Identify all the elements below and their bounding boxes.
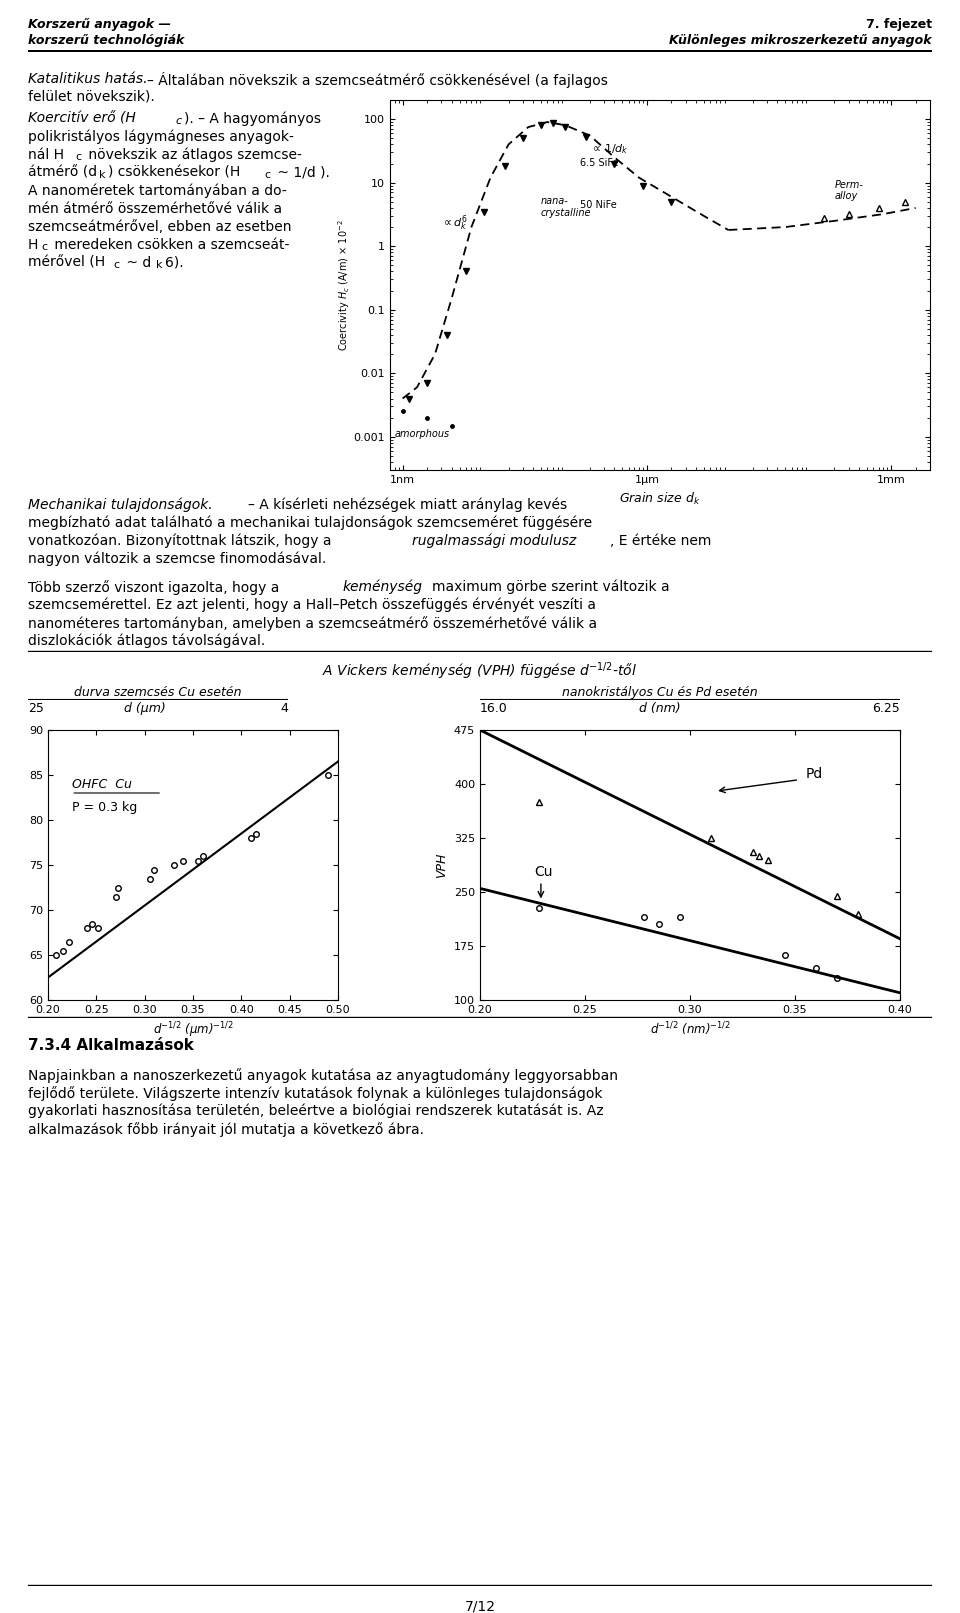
Text: rugalmassági modulusz: rugalmassági modulusz xyxy=(412,534,576,548)
Text: ). – A hagyományos: ). – A hagyományos xyxy=(184,111,321,126)
Text: nana-
crystalline: nana- crystalline xyxy=(540,197,591,218)
Text: szemcsemérettel. Ez azt jelenti, hogy a Hall–Petch összefüggés érvényét veszíti : szemcsemérettel. Ez azt jelenti, hogy a … xyxy=(28,598,596,613)
Text: 50 NiFe: 50 NiFe xyxy=(580,200,616,210)
Text: Különleges mikroszerkezetű anyagok: Különleges mikroszerkezetű anyagok xyxy=(669,34,932,47)
Text: nál H: nál H xyxy=(28,148,64,161)
Text: – Általában növekszik a szemcseátmérő csökkenésével (a fajlagos: – Általában növekszik a szemcseátmérő cs… xyxy=(147,73,608,89)
Text: 7. fejezet: 7. fejezet xyxy=(866,18,932,31)
X-axis label: d$^{-1/2}$ (nm)$^{-1/2}$: d$^{-1/2}$ (nm)$^{-1/2}$ xyxy=(650,1021,731,1039)
Text: OHFC  Cu: OHFC Cu xyxy=(72,779,132,792)
Text: $\propto\,1/d_k$: $\propto\,1/d_k$ xyxy=(590,142,629,156)
Text: Katalitikus hatás.: Katalitikus hatás. xyxy=(28,73,148,85)
Text: amorphous: amorphous xyxy=(395,429,450,439)
Text: fejlődő területe. Világszerte intenzív kutatások folynak a különleges tulajdonsá: fejlődő területe. Világszerte intenzív k… xyxy=(28,1086,603,1100)
Text: Napjainkban a nanoszerkezetű anyagok kutatása az anyagtudomány leggyorsabban: Napjainkban a nanoszerkezetű anyagok kut… xyxy=(28,1068,618,1082)
Text: Koercitív erő (H: Koercitív erő (H xyxy=(28,111,135,126)
Text: maximum görbe szerint változik a: maximum görbe szerint változik a xyxy=(432,581,670,595)
Text: 6).: 6). xyxy=(165,256,183,269)
Text: Több szerző viszont igazolta, hogy a: Több szerző viszont igazolta, hogy a xyxy=(28,581,279,595)
Text: A nanoméretek tartományában a do-: A nanoméretek tartományában a do- xyxy=(28,184,287,198)
Text: szemcseátmérővel, ebben az esetben: szemcseátmérővel, ebben az esetben xyxy=(28,219,292,234)
Text: meredeken csökken a szemcseát-: meredeken csökken a szemcseát- xyxy=(50,239,289,252)
Text: c: c xyxy=(41,242,47,252)
Text: ~ d: ~ d xyxy=(122,256,152,269)
Text: d (nm): d (nm) xyxy=(639,702,681,715)
Text: $\propto d_k^6$: $\propto d_k^6$ xyxy=(442,215,468,234)
Text: Pd: Pd xyxy=(805,768,823,781)
Text: ~ 1/d ).: ~ 1/d ). xyxy=(273,166,330,181)
Text: megbízható adat található a mechanikai tulajdonságok szemcseméret függésére: megbízható adat található a mechanikai t… xyxy=(28,516,592,531)
Text: 25: 25 xyxy=(28,702,44,715)
Y-axis label: VPH: VPH xyxy=(435,852,448,877)
Text: – A kísérleti nehézségek miatt aránylag kevés: – A kísérleti nehézségek miatt aránylag … xyxy=(248,498,567,513)
Text: korszerű technológiák: korszerű technológiák xyxy=(28,34,184,47)
Text: gyakorlati hasznosítása területén, beleértve a biológiai rendszerek kutatását is: gyakorlati hasznosítása területén, beleé… xyxy=(28,1103,604,1118)
Text: durva szemcsés Cu esetén: durva szemcsés Cu esetén xyxy=(74,686,242,698)
Text: 6.25: 6.25 xyxy=(873,702,900,715)
Text: növekszik az átlagos szemcse-: növekszik az átlagos szemcse- xyxy=(84,148,301,163)
Text: nanométeres tartományban, amelyben a szemcseátmérő összemérhetővé válik a: nanométeres tartományban, amelyben a sze… xyxy=(28,616,597,631)
Text: d (μm): d (μm) xyxy=(124,702,166,715)
Text: mérővel (H: mérővel (H xyxy=(28,256,106,269)
Text: 16.0: 16.0 xyxy=(480,702,508,715)
Text: ) csökkenésekor (H: ) csökkenésekor (H xyxy=(108,166,240,181)
Text: polikristályos lágymágneses anyagok-: polikristályos lágymágneses anyagok- xyxy=(28,131,294,145)
Text: c: c xyxy=(175,116,181,126)
Text: keménység: keménység xyxy=(343,581,423,595)
Text: k: k xyxy=(156,260,162,269)
Text: 6.5 SiFe: 6.5 SiFe xyxy=(580,158,618,168)
Text: felület növekszik).: felület növekszik). xyxy=(28,90,155,103)
Text: 7.3.4 Alkalmazások: 7.3.4 Alkalmazások xyxy=(28,1039,194,1053)
Text: , E értéke nem: , E értéke nem xyxy=(610,534,711,548)
Text: c: c xyxy=(113,260,119,269)
Text: c: c xyxy=(264,169,270,181)
Text: nanokristályos Cu és Pd esetén: nanokristályos Cu és Pd esetén xyxy=(563,686,757,698)
Text: mén átmérő összemérhetővé válik a: mén átmérő összemérhetővé válik a xyxy=(28,202,282,216)
Text: 4: 4 xyxy=(280,702,288,715)
Text: H: H xyxy=(28,239,38,252)
Text: diszlokációk átlagos távolságával.: diszlokációk átlagos távolságával. xyxy=(28,634,265,648)
Text: c: c xyxy=(75,152,82,161)
Text: Cu: Cu xyxy=(535,865,553,879)
X-axis label: d$^{-1/2}$ (μm)$^{-1/2}$: d$^{-1/2}$ (μm)$^{-1/2}$ xyxy=(153,1021,233,1040)
Y-axis label: Coercivity $H_c$ (A/m) × 10$^{-2}$: Coercivity $H_c$ (A/m) × 10$^{-2}$ xyxy=(336,219,352,352)
Text: k: k xyxy=(99,169,106,181)
Text: alkalmazások főbb irányait jól mutatja a következő ábra.: alkalmazások főbb irányait jól mutatja a… xyxy=(28,1123,424,1137)
X-axis label: Grain size d$_k$: Grain size d$_k$ xyxy=(619,490,701,506)
Text: A Vickers keménység (VPH) függése d$^{-1/2}$-től: A Vickers keménység (VPH) függése d$^{-1… xyxy=(323,660,637,682)
Text: vonatkozóan. Bizonyítottnak látszik, hogy a: vonatkozóan. Bizonyítottnak látszik, hog… xyxy=(28,534,331,548)
Text: P = 0.3 kg: P = 0.3 kg xyxy=(72,802,137,815)
Text: 7/12: 7/12 xyxy=(465,1600,495,1613)
Text: átmérő (d: átmérő (d xyxy=(28,166,97,181)
Text: nagyon változik a szemcse finomodásával.: nagyon változik a szemcse finomodásával. xyxy=(28,552,326,566)
Text: Perm-
alloy: Perm- alloy xyxy=(834,179,863,202)
Text: Korszerű anyagok —: Korszerű anyagok — xyxy=(28,18,171,31)
Text: Mechanikai tulajdonságok.: Mechanikai tulajdonságok. xyxy=(28,498,212,513)
